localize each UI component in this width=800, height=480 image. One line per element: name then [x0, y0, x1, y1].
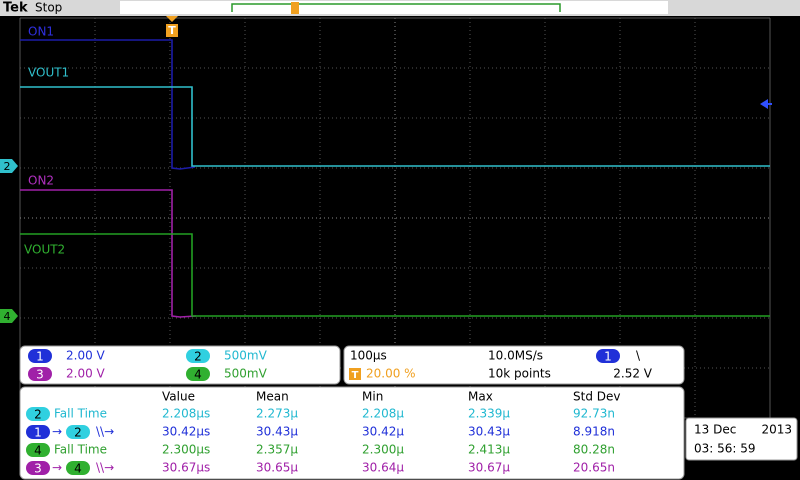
channel-badge [66, 461, 90, 475]
channel-badge [28, 349, 52, 363]
channel-badge [596, 349, 620, 363]
trigger-position-icon: T [352, 370, 359, 381]
sample-rate: 10.0MS/s [488, 349, 543, 363]
channel-badge-label: 1 [34, 426, 42, 440]
ground-marker: 2 [4, 160, 11, 173]
ground-marker-box [0, 309, 18, 323]
trigger-slope: \ [636, 349, 641, 363]
measurement-name: \\→ [96, 425, 114, 439]
measurement-name: \\→ [96, 461, 114, 475]
run-status: Stop [35, 1, 62, 15]
measurement-value: 30.65µ [256, 461, 298, 475]
trigger-level-marker [760, 99, 772, 109]
ground-marker-box [0, 159, 18, 173]
column-header: Min [362, 390, 383, 404]
measurement-value: 30.43µ [256, 425, 298, 439]
record-length: 10k points [488, 367, 551, 381]
record-view [120, 1, 668, 14]
waveform-on1 [20, 39, 196, 170]
channel-badge-label: 4 [74, 462, 82, 476]
waveform-label: VOUT1 [28, 66, 69, 80]
measurement-name: Fall Time [54, 443, 107, 457]
channel-badge-label: 4 [34, 444, 42, 458]
measurement-name: Fall Time [54, 407, 107, 421]
date: 13 Dec [694, 423, 736, 437]
waveform-label: ON2 [28, 174, 54, 188]
channel-badge-label: 3 [34, 462, 42, 476]
channel-badge-label: 4 [194, 368, 202, 382]
measurement-value: 2.357µ [256, 443, 298, 457]
measurement-value: 2.413µ [468, 443, 510, 457]
trigger-position-mark [291, 2, 299, 14]
channel-panel [19, 345, 341, 385]
measurement-value: 20.65n [573, 461, 615, 475]
channel-badge [28, 367, 52, 381]
measurement-panel [19, 386, 685, 480]
channel-scale: 2.00 V [66, 349, 106, 363]
measurement-value: 30.42µ [362, 425, 404, 439]
datetime-panel [685, 417, 798, 461]
trigger-arrow [166, 16, 178, 22]
waveform-on2 [20, 189, 197, 318]
readouts: 1 2.00 V 2 500mV 3 2.00 V 4 500mV 100µs 10.0MS/s 1… [26, 349, 653, 476]
channel-badge-label: 2 [74, 426, 82, 440]
channel-badge-label: 1 [36, 350, 44, 364]
arrow: → [52, 425, 62, 439]
year: 2013 [761, 423, 792, 437]
ground-marker: 4 [4, 310, 11, 323]
measurement-value: 2.208µ [362, 407, 404, 421]
waveform-vout2 [20, 233, 770, 317]
measurement-value: 2.300µ [362, 443, 404, 457]
channel-badge [186, 349, 210, 363]
waveform-label: VOUT2 [24, 243, 65, 257]
channel-scale: 500mV [224, 349, 268, 363]
channel-badge [186, 367, 210, 381]
measurement-value: 30.43µ [468, 425, 510, 439]
waveform-vout1 [20, 86, 770, 167]
measurement-value: 92.73n [573, 407, 615, 421]
trigger-position-icon-box [349, 368, 361, 380]
measurement-value: 2.300µs [162, 443, 210, 457]
measurement-value: 2.273µ [256, 407, 298, 421]
time-scale: 100µs [350, 349, 387, 363]
measurement-value: 30.64µ [362, 461, 404, 475]
measurement-value: 30.42µs [162, 425, 210, 439]
trigger-marker: T [168, 24, 176, 37]
channel-badge [66, 425, 90, 439]
channel-badge-label: 1 [604, 350, 612, 364]
measurement-value: 8.918n [573, 425, 615, 439]
measurement-value: 30.67µs [162, 461, 210, 475]
channel-badge [26, 443, 50, 457]
time: 03: 56: 59 [694, 442, 756, 456]
channel-badge-label: 2 [194, 350, 202, 364]
channel-badge [26, 461, 50, 475]
channel-badge [26, 425, 50, 439]
trigger-marker-box [166, 24, 178, 37]
column-header: Mean [256, 390, 289, 404]
waveform-label: ON1 [28, 25, 54, 39]
trigger-level: 2.52 V [613, 367, 653, 381]
column-header: Std Dev [573, 390, 620, 404]
channel-scale: 500mV [224, 367, 268, 381]
measurement-value: 2.208µs [162, 407, 210, 421]
measurement-value: 30.67µ [468, 461, 510, 475]
channel-badge-label: 2 [34, 408, 42, 422]
arrow: → [52, 461, 62, 475]
channel-badge-label: 3 [36, 368, 44, 382]
column-header: Value [162, 390, 195, 404]
measurement-value: 2.339µ [468, 407, 510, 421]
record-window [231, 3, 561, 12]
channel-badge [26, 407, 50, 421]
trigger-position: 20.00 % [366, 367, 416, 381]
column-header: Max [468, 390, 493, 404]
channel-scale: 2.00 V [66, 367, 106, 381]
measurement-value: 80.28n [573, 443, 615, 457]
brand: Tek [3, 1, 28, 16]
